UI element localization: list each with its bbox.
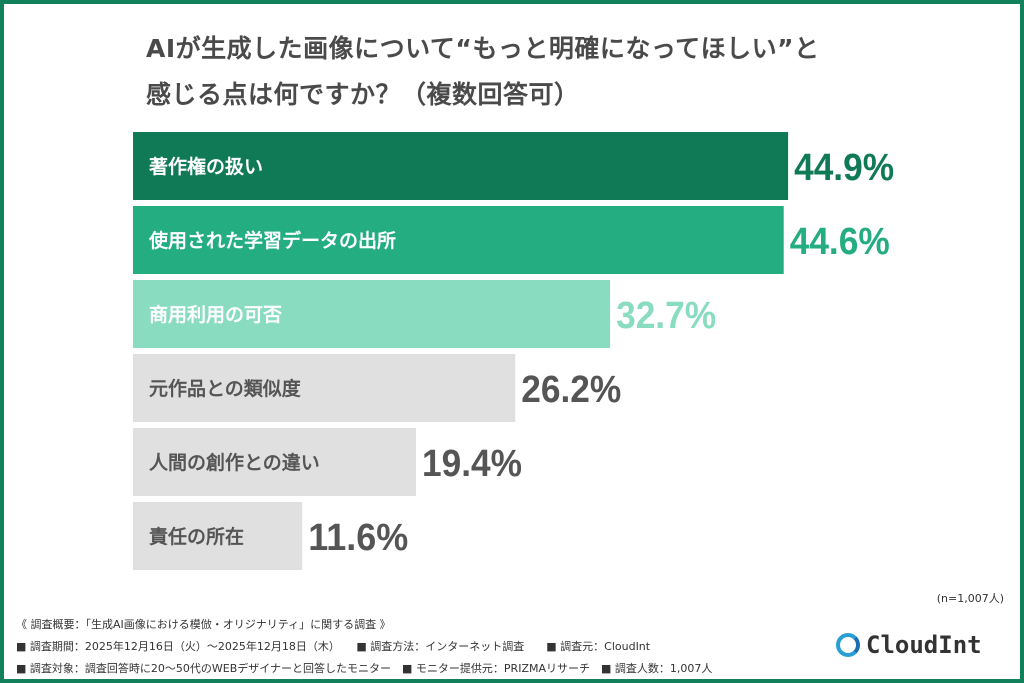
logo-text: CloudInt [866,631,982,659]
bar [133,354,516,422]
chart-title: AIが生成した画像について“もっと明確になってほしい”と 感じる点は何ですか？（… [146,26,820,118]
category-label: 人間の創作との違い [149,451,320,474]
value-label: 44.9% [794,147,894,189]
footer-line-1: 《 調査概要：「生成AI画像における模倣・オリジナリティ」に関する調査 》 [16,618,391,631]
category-label: 責任の所在 [149,525,244,548]
sample-size-note: (n=1,007人) [936,592,1004,605]
category-label: 元作品との類似度 [149,377,302,400]
logo-ring-icon [836,633,860,657]
category-label: 使用された学習データの出所 [148,229,396,252]
value-label: 11.6% [308,517,408,559]
survey-footer: 《 調査概要：「生成AI画像における模倣・オリジナリティ」に関する調査 》 ■ 調… [16,614,712,680]
category-label: 商用利用の可否 [149,303,282,326]
value-label: 26.2% [521,369,621,411]
bar [133,280,611,348]
value-label: 19.4% [422,443,522,485]
category-label: 著作権の扱い [149,155,263,178]
value-label: 44.6% [790,221,890,263]
bar [133,502,303,570]
bar [133,132,789,200]
title-line-2: 感じる点は何ですか？（複数回答可） [146,80,580,109]
cloudint-logo: CloudInt [836,631,982,659]
title-line-1: AIが生成した画像について“もっと明確になってほしい”と [146,34,820,63]
value-label: 32.7% [616,295,716,337]
bar [133,206,784,274]
footer-line-2: ■ 調査期間：2025年12月16日（火）～2025年12月18日（木） ■ 調… [16,640,651,653]
bar [133,428,417,496]
footer-line-3: ■ 調査対象：調査回答時に20～50代のWEBデザイナーと回答したモニター ■ … [16,662,713,675]
